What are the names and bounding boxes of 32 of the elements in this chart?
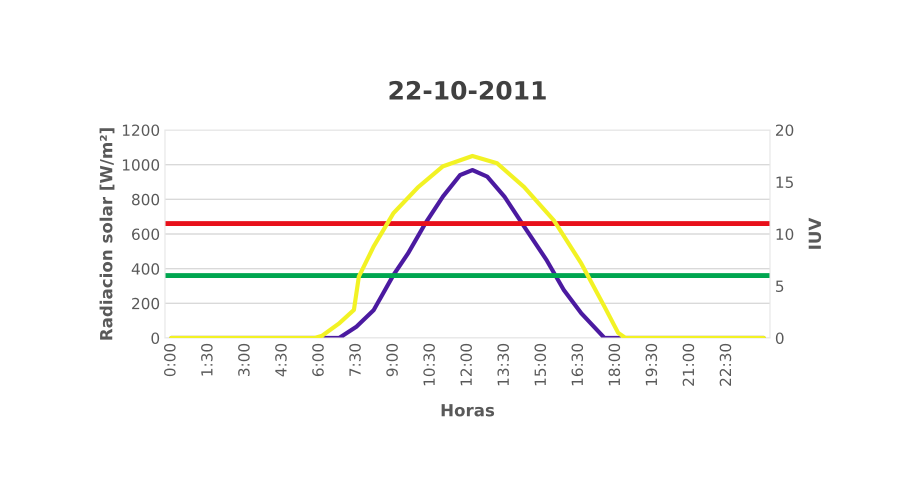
x-tick-label: 12:00: [460, 344, 472, 386]
y2-tick-label: 5: [776, 280, 784, 292]
x-tick-label: 22:30: [720, 344, 732, 386]
x-tick-label: 21:00: [682, 344, 694, 386]
x-axis-title: Horas: [442, 404, 494, 416]
x-tick-label: 15:00: [534, 344, 546, 386]
chart-title: 22-10-2011: [390, 80, 546, 100]
y2-tick-label: 20: [776, 124, 794, 136]
x-tick-label: 19:30: [646, 344, 658, 386]
y-tick-label: 1200: [122, 124, 160, 136]
y-tick-label: 0: [151, 332, 160, 344]
x-tick-label: 16:30: [572, 344, 584, 386]
y2-tick-label: 15: [776, 176, 793, 188]
y-tick-label: 1000: [122, 159, 160, 171]
x-tick-label: 7:30: [349, 344, 361, 376]
y-tick-label: 400: [132, 263, 160, 275]
y2-tick-label: 10: [776, 228, 794, 240]
y2-axis-title: IUV: [808, 218, 822, 249]
y2-tick-label: 0: [776, 332, 784, 344]
x-tick-label: 18:00: [608, 344, 620, 386]
y-axis-title: Radiacion solar [W/m²]: [100, 128, 114, 340]
x-tick-label: 6:00: [312, 344, 324, 376]
x-tick-label: 3:00: [238, 344, 250, 376]
y-tick-label: 600: [132, 228, 160, 240]
x-tick-label: 1:30: [201, 344, 213, 376]
y-tick-label: 200: [132, 298, 160, 310]
x-tick-label: 9:00: [386, 344, 398, 376]
y-tick-label: 800: [132, 194, 160, 206]
x-tick-label: 0:00: [164, 344, 176, 376]
x-tick-label: 13:30: [497, 344, 509, 386]
x-tick-label: 4:30: [275, 344, 287, 376]
x-tick-label: 10:30: [423, 344, 435, 386]
